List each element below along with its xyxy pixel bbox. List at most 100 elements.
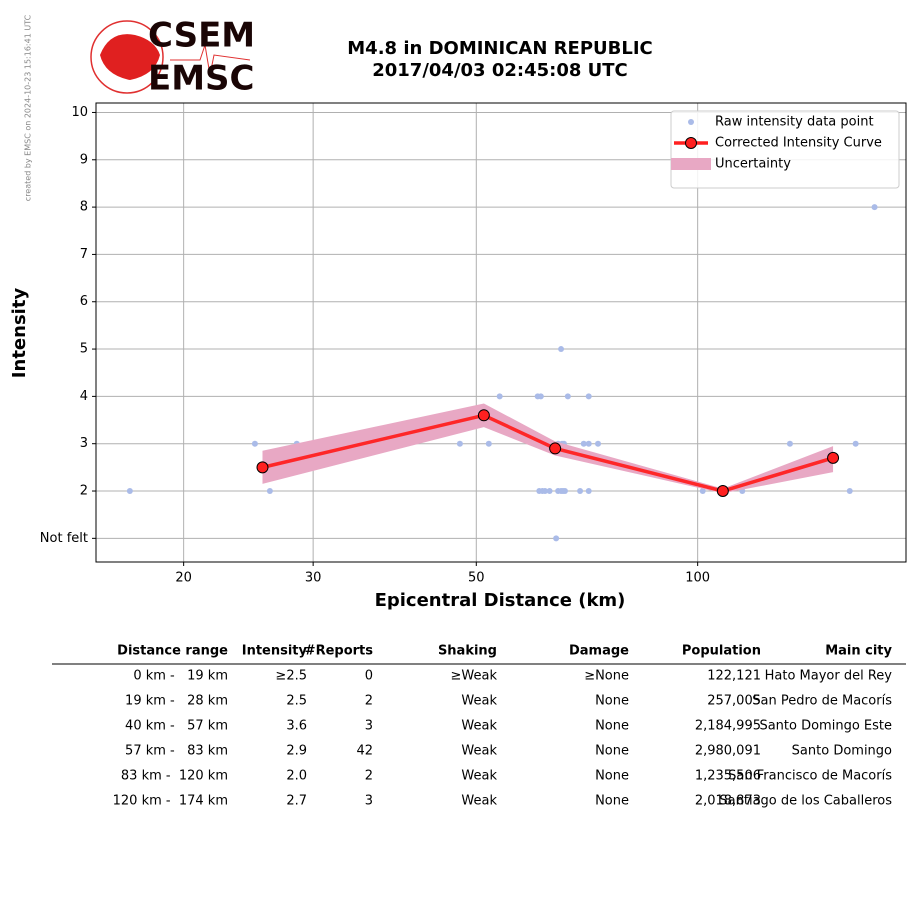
legend-label: Raw intensity data point — [715, 115, 874, 130]
data-point — [541, 488, 548, 495]
table-cell: Santo Domingo Este — [759, 719, 892, 734]
table-cell: 2,980,091 — [695, 744, 761, 759]
table-cell: 3 — [365, 719, 373, 734]
table-cell: 2,184,995 — [695, 719, 761, 734]
y-tick-label: 4 — [80, 389, 88, 404]
data-point — [496, 393, 503, 400]
y-tick-label: 9 — [80, 152, 88, 167]
y-tick-label: 3 — [80, 436, 88, 451]
data-point — [786, 440, 793, 447]
data-point — [585, 440, 592, 447]
plot-frame — [95, 102, 907, 563]
table-cell: 2 — [365, 769, 373, 784]
table-cell: None — [595, 769, 629, 784]
table-cell: Santo Domingo — [792, 744, 892, 759]
legend-marker — [688, 119, 694, 125]
curve-point — [827, 451, 840, 464]
x-tick-label: 50 — [468, 571, 485, 586]
logo: CSEM EMSC — [90, 16, 255, 99]
x-tick-label: 100 — [685, 571, 710, 586]
table-cell: 57 km - 83 km — [125, 744, 228, 759]
table-cell: None — [595, 744, 629, 759]
table-cell: None — [595, 794, 629, 809]
chart-title: M4.8 in DOMINICAN REPUBLIC — [347, 38, 652, 59]
y-tick-label: 5 — [80, 342, 88, 357]
logo-text: EMSC — [148, 59, 255, 99]
data-point — [580, 440, 587, 447]
table-cell: Weak — [461, 769, 497, 784]
table-header: Main city — [825, 644, 892, 659]
table-cell: Weak — [461, 694, 497, 709]
y-tick-label: Not felt — [40, 531, 88, 546]
data-point — [871, 204, 878, 211]
table-cell: ≥2.5 — [275, 669, 307, 684]
data-point — [546, 488, 553, 495]
table-cell: Weak — [461, 719, 497, 734]
legend-label: Uncertainty — [715, 157, 791, 172]
logo-text: CSEM — [148, 16, 255, 56]
table-header: Shaking — [438, 644, 497, 659]
data-point — [126, 488, 133, 495]
data-point — [266, 488, 273, 495]
legend-marker — [685, 137, 697, 149]
data-point — [585, 393, 592, 400]
table-cell: 40 km - 57 km — [125, 719, 228, 734]
table-cell: 3 — [365, 794, 373, 809]
y-tick-label: 7 — [80, 247, 88, 262]
data-point — [846, 488, 853, 495]
table-cell: None — [595, 719, 629, 734]
table-cell: 2.5 — [286, 694, 307, 709]
y-tick-label: 6 — [80, 294, 88, 309]
y-axis-label: Intensity — [9, 288, 30, 379]
table-header: #Reports — [305, 644, 374, 659]
curve-point — [256, 461, 269, 474]
table-cell: 1,235,506 — [695, 769, 761, 784]
data-point — [577, 488, 584, 495]
data-point — [595, 440, 602, 447]
data-point — [251, 440, 258, 447]
table-cell: ≥Weak — [451, 669, 498, 684]
curve-point — [716, 485, 729, 498]
data-point — [561, 488, 568, 495]
logo-land — [100, 34, 160, 80]
table-cell: 3.6 — [286, 719, 307, 734]
table-header: Distance range — [117, 644, 228, 659]
table-cell: 2.7 — [286, 794, 307, 809]
table-cell: 83 km - 120 km — [121, 769, 228, 784]
table-cell: Hato Mayor del Rey — [765, 669, 893, 684]
data-point — [553, 535, 560, 542]
table-cell: 0 km - 19 km — [133, 669, 228, 684]
table-cell: 42 — [356, 744, 373, 759]
data-point — [699, 488, 706, 495]
chart-subtitle: 2017/04/03 02:45:08 UTC — [372, 60, 628, 81]
legend-label: Corrected Intensity Curve — [715, 136, 882, 151]
table-cell: 0 — [365, 669, 373, 684]
table-cell: 120 km - 174 km — [113, 794, 228, 809]
data-point — [456, 440, 463, 447]
x-tick-label: 30 — [305, 571, 322, 586]
table-cell: San Pedro de Macorís — [752, 694, 892, 709]
table-cell: 122,121 — [707, 669, 761, 684]
curve-point — [477, 409, 490, 422]
table-cell: Weak — [461, 744, 497, 759]
legend: Raw intensity data point Corrected Intens… — [670, 110, 900, 189]
table-cell: 19 km - 28 km — [125, 694, 228, 709]
table-cell: None — [595, 694, 629, 709]
table-header: Population — [682, 644, 761, 659]
y-tick-label: 10 — [71, 105, 88, 120]
legend-box — [670, 110, 900, 189]
legend-marker — [671, 158, 711, 170]
logo-seismo — [170, 44, 251, 76]
table-cell: Santiago de los Caballeros — [719, 794, 892, 809]
credit: created by EMSC on 2024-10-23 15:16:41 U… — [24, 14, 33, 201]
table-cell: 2,018,873 — [695, 794, 761, 809]
table-cell: 2.9 — [286, 744, 307, 759]
data-point — [558, 346, 565, 353]
table-cell: 257,005 — [707, 694, 761, 709]
table-cell: 2.0 — [286, 769, 307, 784]
data-point — [852, 440, 859, 447]
table-cell: San Francisco de Macorís — [728, 769, 892, 784]
table-cell: Weak — [461, 794, 497, 809]
table-header: Intensity — [242, 644, 308, 659]
table-cell: 2 — [365, 694, 373, 709]
